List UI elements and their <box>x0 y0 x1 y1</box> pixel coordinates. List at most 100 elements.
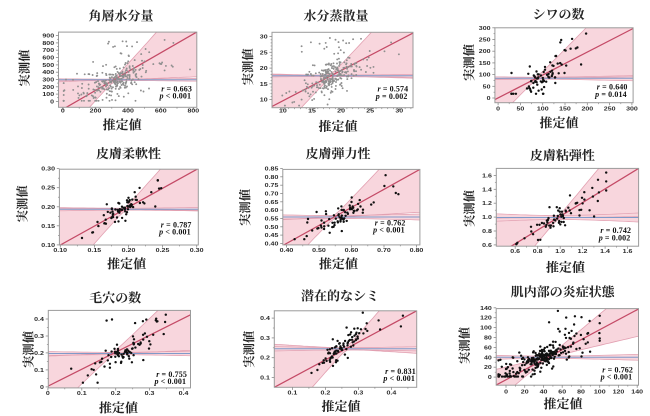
svg-text:200: 200 <box>90 109 102 115</box>
svg-text:0.70: 0.70 <box>265 192 279 198</box>
svg-text:300: 300 <box>42 78 54 84</box>
svg-text:0.3: 0.3 <box>34 334 45 340</box>
svg-text:100: 100 <box>480 326 492 332</box>
svg-text:600: 600 <box>155 109 167 115</box>
svg-text:0.2: 0.2 <box>260 356 270 362</box>
svg-text:15: 15 <box>308 109 317 115</box>
svg-text:0.1: 0.1 <box>288 391 299 397</box>
svg-text:0.50: 0.50 <box>312 248 326 254</box>
svg-text:0.2: 0.2 <box>321 391 331 397</box>
svg-text:0.3: 0.3 <box>260 336 271 342</box>
svg-text:0.10: 0.10 <box>53 248 67 254</box>
svg-text:40: 40 <box>540 389 548 395</box>
svg-text:1.6: 1.6 <box>482 173 493 179</box>
svg-text:20: 20 <box>260 66 268 72</box>
svg-text:10: 10 <box>260 98 268 104</box>
svg-text:900: 900 <box>42 34 54 40</box>
svg-text:400: 400 <box>122 109 134 115</box>
svg-text:0.20: 0.20 <box>41 205 55 211</box>
svg-text:100: 100 <box>594 389 606 395</box>
svg-text:40: 40 <box>484 355 492 361</box>
svg-text:0.6: 0.6 <box>482 243 493 249</box>
svg-text:250: 250 <box>479 38 491 44</box>
svg-text:10: 10 <box>279 109 287 115</box>
svg-text:p = 0.014: p = 0.014 <box>594 90 627 99</box>
svg-text:0.80: 0.80 <box>410 248 424 254</box>
svg-text:0.8: 0.8 <box>533 249 544 255</box>
svg-text:700: 700 <box>42 48 54 54</box>
svg-text:p = 0.002: p = 0.002 <box>598 234 631 243</box>
svg-text:1.2: 1.2 <box>482 201 492 207</box>
svg-text:0.40: 0.40 <box>280 248 294 254</box>
svg-text:0.50: 0.50 <box>265 225 279 231</box>
svg-text:r = 0.742: r = 0.742 <box>600 226 631 235</box>
svg-text:150: 150 <box>479 61 491 67</box>
svg-text:0.15: 0.15 <box>41 224 56 230</box>
svg-text:p < 0.001: p < 0.001 <box>159 92 192 101</box>
svg-text:r = 0.640: r = 0.640 <box>597 83 628 92</box>
svg-text:0.65: 0.65 <box>265 200 280 206</box>
svg-text:0.4: 0.4 <box>179 391 190 397</box>
svg-text:r = 0.755: r = 0.755 <box>156 370 187 379</box>
svg-text:15: 15 <box>260 82 269 88</box>
svg-text:300: 300 <box>626 107 638 113</box>
svg-text:0.40: 0.40 <box>265 241 279 247</box>
svg-text:400: 400 <box>42 70 54 76</box>
svg-text:1.0: 1.0 <box>482 215 492 221</box>
svg-text:30: 30 <box>260 35 268 41</box>
svg-text:r = 0.762: r = 0.762 <box>375 218 406 227</box>
svg-text:25: 25 <box>260 50 269 56</box>
svg-text:0.2: 0.2 <box>111 391 121 397</box>
svg-text:r = 0.831: r = 0.831 <box>385 367 416 376</box>
svg-text:r = 0.762: r = 0.762 <box>602 365 633 374</box>
svg-text:0.10: 0.10 <box>41 243 55 249</box>
svg-text:100: 100 <box>42 92 54 98</box>
svg-text:0.8: 0.8 <box>482 229 493 235</box>
svg-text:0.1: 0.1 <box>34 368 45 374</box>
svg-text:0.3: 0.3 <box>145 391 156 397</box>
svg-text:0.4: 0.4 <box>260 316 271 322</box>
svg-text:50: 50 <box>483 84 491 90</box>
svg-text:0.25: 0.25 <box>41 186 56 192</box>
svg-text:p < 0.001: p < 0.001 <box>372 226 405 235</box>
svg-text:600: 600 <box>42 56 54 62</box>
svg-text:p = 0.002: p = 0.002 <box>375 92 408 101</box>
svg-text:60: 60 <box>558 389 566 395</box>
svg-text:30: 30 <box>395 109 403 115</box>
svg-text:0.4: 0.4 <box>34 317 45 323</box>
svg-text:20: 20 <box>521 389 529 395</box>
svg-text:80: 80 <box>577 389 585 395</box>
svg-text:0: 0 <box>50 99 54 105</box>
svg-text:1.4: 1.4 <box>482 187 493 193</box>
svg-text:0: 0 <box>488 375 492 381</box>
svg-text:0.70: 0.70 <box>377 248 391 254</box>
svg-text:200: 200 <box>42 85 54 91</box>
svg-text:100: 100 <box>479 73 491 79</box>
svg-text:60: 60 <box>484 345 492 351</box>
svg-text:140: 140 <box>480 306 492 312</box>
svg-text:1.0: 1.0 <box>555 249 565 255</box>
svg-text:0.15: 0.15 <box>88 248 103 254</box>
svg-text:p < 0.001: p < 0.001 <box>158 228 191 237</box>
svg-text:50: 50 <box>517 107 525 113</box>
svg-text:1.6: 1.6 <box>623 249 634 255</box>
svg-text:80: 80 <box>484 336 492 342</box>
svg-text:0: 0 <box>61 109 65 115</box>
svg-text:0: 0 <box>504 389 508 395</box>
svg-text:0.55: 0.55 <box>265 216 280 222</box>
svg-text:200: 200 <box>479 49 491 55</box>
svg-text:140: 140 <box>631 389 643 395</box>
svg-text:r = 0.663: r = 0.663 <box>161 84 192 93</box>
svg-text:120: 120 <box>613 389 625 395</box>
svg-text:0.25: 0.25 <box>156 248 171 254</box>
svg-text:0.3: 0.3 <box>354 391 365 397</box>
svg-text:0.75: 0.75 <box>265 183 280 189</box>
svg-text:0.45: 0.45 <box>265 233 280 239</box>
svg-text:0.1: 0.1 <box>260 376 271 382</box>
svg-text:0.30: 0.30 <box>190 248 204 254</box>
svg-text:p < 0.001: p < 0.001 <box>382 374 415 383</box>
svg-text:0.6: 0.6 <box>510 249 521 255</box>
svg-text:0.4: 0.4 <box>387 391 398 397</box>
svg-text:0.1: 0.1 <box>77 391 88 397</box>
svg-text:100: 100 <box>537 107 549 113</box>
